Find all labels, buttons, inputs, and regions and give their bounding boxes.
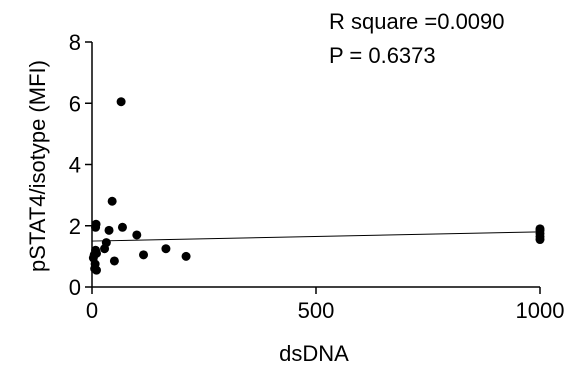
- y-tick-label: 6: [69, 91, 81, 116]
- data-point: [181, 251, 191, 261]
- ticks: 0 2 4 6 8 0 500 1000: [69, 30, 565, 323]
- data-point: [116, 97, 126, 107]
- data-point: [139, 250, 149, 260]
- regression-line: [91, 231, 541, 242]
- x-tick-label: 1000: [516, 298, 565, 323]
- p-value-annotation: P = 0.6373: [329, 43, 436, 68]
- data-point: [91, 219, 101, 229]
- y-axis-label: pSTAT4/isotype (MFI): [25, 60, 50, 272]
- y-tick-label: 0: [69, 275, 81, 300]
- x-tick-label: 500: [298, 298, 335, 323]
- data-point: [101, 238, 111, 248]
- x-axis-label: dsDNA: [279, 341, 349, 366]
- data-point: [535, 224, 545, 234]
- data-point: [91, 265, 101, 275]
- data-point: [109, 256, 119, 266]
- r-square-annotation: R square =0.0090: [329, 9, 505, 34]
- y-tick-label: 4: [69, 153, 81, 178]
- data-point: [132, 230, 142, 240]
- data-points: [88, 97, 545, 275]
- data-point: [161, 244, 171, 254]
- data-point: [104, 225, 114, 235]
- x-tick-label: 0: [86, 298, 98, 323]
- y-tick-label: 8: [69, 30, 81, 55]
- y-tick-label: 2: [69, 214, 81, 239]
- data-point: [107, 196, 117, 206]
- data-point: [91, 248, 101, 258]
- data-point: [117, 222, 127, 232]
